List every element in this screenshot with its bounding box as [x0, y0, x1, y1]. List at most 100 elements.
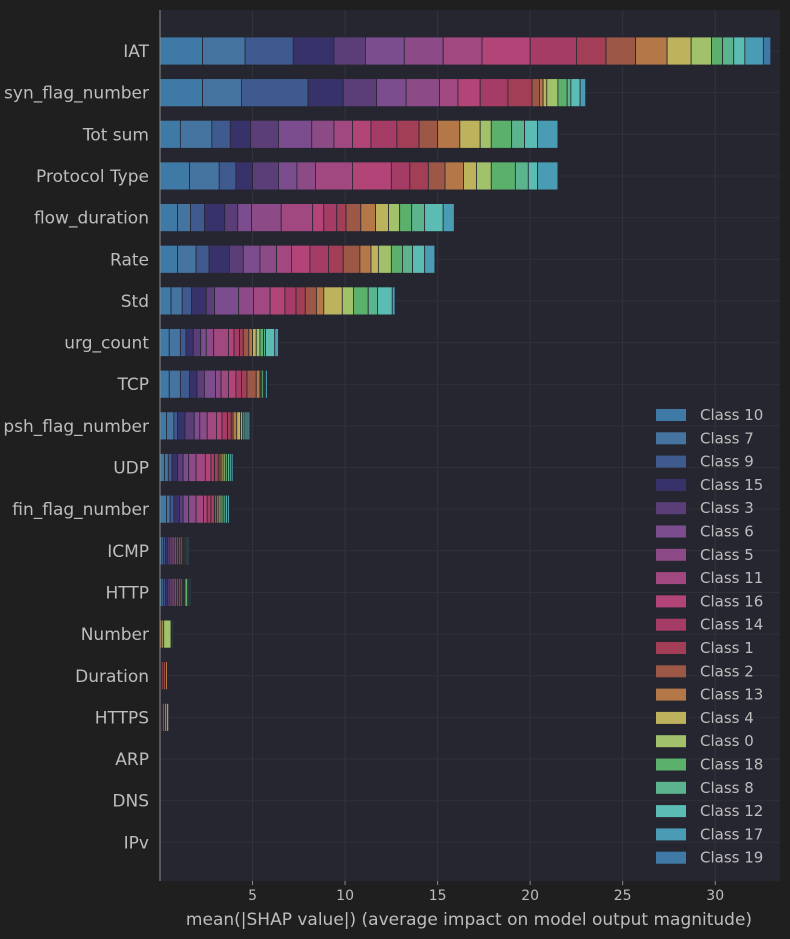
bar-tot-sum-class-2	[418, 119, 439, 149]
bar-udp-class-3	[177, 453, 184, 482]
legend-label: Class 12	[700, 802, 763, 820]
bar-fin-flag-number-class-9	[169, 494, 175, 524]
bar-std-class-14	[284, 286, 297, 316]
bar-urg-count-class-13	[248, 328, 253, 357]
bar-udp-class-5	[188, 453, 197, 482]
bar-syn-flag-number-class-1	[507, 78, 533, 108]
bar-rate-class-1	[328, 244, 344, 274]
bar-rate-class-4	[370, 244, 379, 274]
bar-protocol-type-class-3	[252, 161, 279, 191]
legend-label: Class 13	[700, 686, 763, 704]
x-axis-label: mean(|SHAP value|) (average impact on mo…	[186, 910, 752, 930]
bar-https-class-0	[167, 703, 170, 732]
bar-syn-flag-number-class-5	[405, 78, 440, 108]
bar-tcp-class-11	[220, 369, 229, 399]
bar-urg-count-class-16	[228, 328, 235, 357]
bar-tcp-class-17	[265, 369, 268, 399]
x-tick-label: 15	[429, 888, 447, 904]
bar-rate-class-15	[208, 244, 230, 274]
bar-flow-duration-class-18	[399, 203, 413, 233]
bar-protocol-type-class-5	[296, 161, 316, 191]
bar-fin-flag-number-class-11	[195, 494, 204, 524]
feature-label: TCP	[116, 375, 149, 395]
bar-protocol-type-class-18	[490, 161, 516, 191]
bar-syn-flag-number-class-18	[557, 78, 568, 108]
bar-iat-class-5	[403, 36, 444, 66]
bar-fin-flag-number-class-16	[203, 494, 208, 524]
bar-tot-sum-class-18	[490, 119, 513, 149]
bar-syn-flag-number-class-14	[479, 78, 509, 108]
bar-rate-class-16	[291, 244, 311, 274]
bar-psh-flag-number-class-16	[216, 411, 223, 441]
bar-tcp-class-15	[189, 369, 198, 399]
bar-psh-flag-number-class-13	[232, 411, 238, 441]
legend-label: Class 6	[700, 523, 754, 541]
feature-label: Duration	[75, 667, 149, 687]
bar-std-class-17	[391, 286, 396, 316]
feature-label: Tot sum	[82, 125, 149, 145]
bar-syn-flag-number-class-0	[546, 78, 559, 108]
bar-urg-count-class-4	[252, 328, 257, 357]
bar-rate-class-17	[424, 244, 436, 274]
bar-tot-sum-class-6	[278, 119, 313, 149]
bar-std-class-6	[214, 286, 240, 316]
bar-std-class-11	[253, 286, 271, 316]
bar-iat-class-18	[711, 36, 724, 66]
feature-label: IAT	[123, 42, 149, 62]
bar-tot-sum-class-14	[370, 119, 398, 149]
bar-syn-flag-number-class-3	[342, 78, 377, 108]
bar-flow-duration-class-12	[424, 203, 444, 233]
bar-psh-flag-number-class-17	[247, 411, 251, 441]
legend-label: Class 10	[700, 406, 763, 424]
bar-fin-flag-number-class-7	[166, 494, 171, 524]
bar-udp-class-7	[164, 453, 169, 482]
legend-label: Class 15	[700, 476, 763, 494]
bar-udp-class-15	[171, 453, 178, 482]
bar-tcp-class-3	[196, 369, 205, 399]
bar-std-class-3	[205, 286, 215, 316]
bar-urg-count-class-17	[274, 328, 279, 357]
bar-std-class-10	[159, 286, 172, 316]
legend-swatch	[656, 642, 686, 654]
bar-urg-count-class-5	[205, 328, 215, 357]
feature-label: IPv	[124, 833, 149, 853]
bar-urg-count-class-11	[213, 328, 229, 357]
bar-flow-duration-class-7	[177, 203, 191, 233]
legend-label: Class 16	[700, 592, 763, 610]
bar-iat-class-19	[762, 36, 772, 66]
bar-udp-class-17	[230, 453, 234, 482]
legend-label: Class 14	[700, 616, 763, 634]
bar-fin-flag-number-class-14	[206, 494, 212, 524]
legend-swatch	[656, 548, 686, 561]
bars-group	[159, 36, 772, 732]
bar-icmp-class-17	[187, 536, 190, 566]
feature-label: urg_count	[64, 334, 149, 354]
bar-tcp-class-2	[246, 369, 257, 399]
bar-protocol-type-class-14	[390, 161, 411, 191]
bar-syn-flag-number-class-8	[566, 78, 572, 108]
bar-tot-sum-class-17	[537, 119, 559, 149]
bar-tcp-class-14	[235, 369, 242, 399]
bar-syn-flag-number-class-13	[539, 78, 544, 108]
bar-flow-duration-class-4	[375, 203, 389, 233]
bar-std-class-5	[238, 286, 254, 316]
bar-rate-class-13	[359, 244, 372, 274]
bar-psh-flag-number-class-3	[184, 411, 195, 441]
legend-label: Class 5	[700, 546, 754, 564]
bar-syn-flag-number-class-6	[376, 78, 407, 108]
bar-flow-duration-class-2	[345, 203, 362, 233]
bar-tcp-class-9	[179, 369, 191, 399]
bar-tot-sum-class-15	[229, 119, 252, 149]
bar-flow-duration-class-15	[204, 203, 226, 233]
feature-label: HTTPS	[95, 708, 149, 728]
bar-syn-flag-number-class-2	[531, 78, 540, 108]
bar-tot-sum-class-11	[333, 119, 353, 149]
bar-rate-class-0	[377, 244, 392, 274]
legend-label: Class 0	[700, 732, 754, 750]
bar-flow-duration-class-1	[336, 203, 347, 233]
bar-tot-sum-class-0	[479, 119, 492, 149]
bar-rate-class-14	[309, 244, 329, 274]
bar-protocol-type-class-12	[527, 161, 538, 191]
bar-psh-flag-number-class-11	[206, 411, 217, 441]
